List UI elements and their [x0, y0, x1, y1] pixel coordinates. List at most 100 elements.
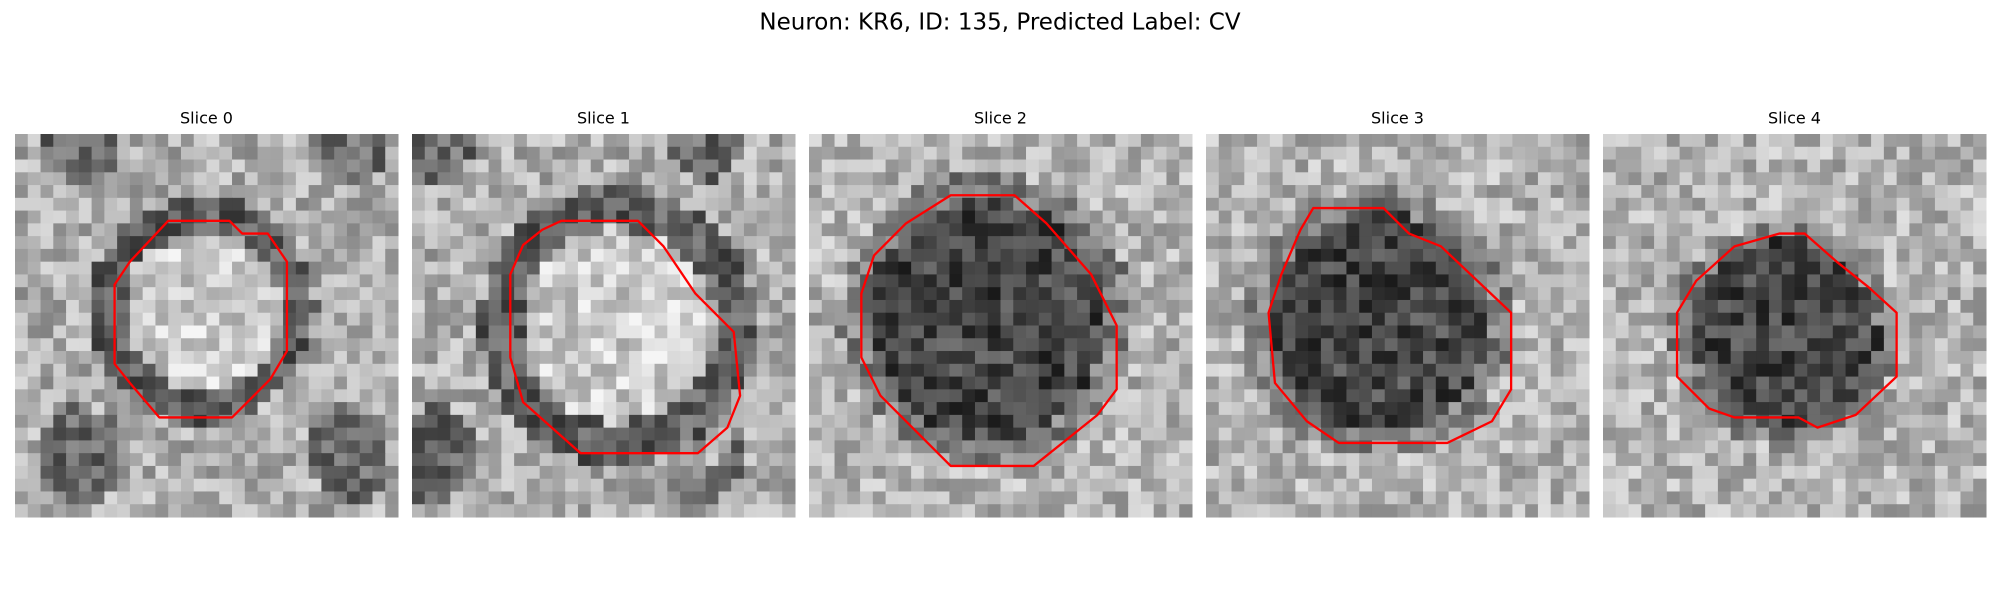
image-pixel	[974, 236, 989, 250]
image-pixel	[1973, 351, 1987, 365]
image-pixel	[244, 414, 259, 429]
image-pixel	[872, 325, 887, 339]
image-pixel	[1013, 325, 1027, 339]
image-pixel	[756, 210, 770, 224]
image-pixel	[1692, 261, 1706, 275]
image-pixel	[1537, 248, 1552, 263]
image-pixel	[1603, 134, 1617, 148]
image-pixel	[244, 236, 259, 250]
image-pixel	[911, 376, 925, 390]
image-pixel	[270, 223, 284, 237]
image-pixel	[1218, 312, 1233, 327]
image-pixel	[1705, 376, 1719, 390]
image-pixel	[53, 197, 67, 212]
image-pixel	[1295, 491, 1309, 505]
image-pixel	[885, 210, 899, 224]
image-pixel	[1512, 159, 1526, 173]
image-pixel	[1206, 478, 1220, 492]
image-pixel	[629, 248, 643, 263]
image-pixel	[1973, 478, 1987, 492]
image-pixel	[1947, 402, 1961, 416]
image-pixel	[782, 363, 796, 378]
image-pixel	[654, 146, 668, 161]
image-pixel	[885, 478, 899, 492]
image-pixel	[27, 453, 42, 467]
image-pixel	[1576, 312, 1590, 327]
image-pixel	[860, 185, 874, 199]
image-pixel	[1654, 414, 1668, 429]
image-pixel	[15, 274, 29, 288]
image-pixel	[731, 185, 745, 199]
image-pixel	[1038, 504, 1053, 518]
image-pixel	[1730, 159, 1744, 173]
image-pixel	[91, 389, 105, 403]
image-pixel	[334, 223, 348, 237]
image-pixel	[15, 236, 29, 250]
image-pixel	[1051, 185, 1065, 199]
image-pixel	[1153, 491, 1167, 505]
image-pixel	[1371, 274, 1386, 288]
image-pixel	[372, 197, 386, 212]
image-pixel	[91, 312, 105, 327]
image-pixel	[321, 504, 335, 518]
image-pixel	[936, 414, 950, 429]
image-pixel	[974, 287, 989, 301]
image-pixel	[590, 414, 605, 429]
image-pixel	[923, 376, 938, 390]
image-pixel	[501, 478, 515, 492]
image-pixel	[1768, 210, 1783, 224]
image-pixel	[206, 325, 220, 339]
image-pixel	[1435, 325, 1450, 339]
image-pixel	[1448, 261, 1462, 275]
image-pixel	[756, 261, 770, 275]
image-pixel	[27, 465, 42, 480]
image-pixel	[142, 338, 156, 352]
image-pixel	[40, 159, 54, 173]
image-pixel	[590, 287, 605, 301]
image-pixel	[974, 261, 989, 275]
image-pixel	[680, 210, 694, 224]
image-pixel	[769, 223, 783, 237]
image-pixel	[552, 223, 566, 237]
image-pixel	[232, 299, 246, 314]
image-pixel	[193, 427, 208, 441]
image-pixel	[1794, 287, 1808, 301]
image-pixel	[1603, 159, 1617, 173]
image-pixel	[1832, 159, 1847, 173]
image-pixel	[1295, 389, 1309, 403]
image-pixel	[168, 376, 182, 390]
image-pixel	[437, 504, 451, 518]
image-pixel	[1666, 185, 1681, 199]
image-pixel	[270, 287, 284, 301]
image-pixel	[1666, 465, 1681, 480]
image-pixel	[283, 210, 297, 224]
image-pixel	[1231, 248, 1245, 263]
image-pixel	[1282, 504, 1296, 518]
image-pixel	[1896, 146, 1910, 161]
image-pixel	[1206, 312, 1220, 327]
image-pixel	[180, 338, 195, 352]
image-pixel	[1423, 159, 1437, 173]
image-pixel	[1960, 287, 1974, 301]
image-pixel	[1679, 236, 1693, 250]
image-pixel	[1603, 440, 1617, 454]
image-pixel	[501, 338, 515, 352]
image-pixel	[1013, 159, 1027, 173]
image-pixel	[244, 325, 259, 339]
image-pixel	[321, 389, 335, 403]
image-pixel	[1179, 274, 1193, 288]
image-pixel	[769, 491, 783, 505]
image-pixel	[936, 261, 950, 275]
image-pixel	[1231, 134, 1245, 148]
image-pixel	[1820, 363, 1834, 378]
image-pixel	[321, 325, 335, 339]
image-pixel	[821, 504, 836, 518]
image-pixel	[1474, 389, 1488, 403]
image-pixel	[1333, 478, 1347, 492]
image-pixel	[412, 453, 426, 467]
image-pixel	[1654, 491, 1668, 505]
image-pixel	[385, 146, 399, 161]
image-pixel	[180, 299, 195, 314]
image-pixel	[1153, 210, 1167, 224]
image-pixel	[1909, 312, 1923, 327]
